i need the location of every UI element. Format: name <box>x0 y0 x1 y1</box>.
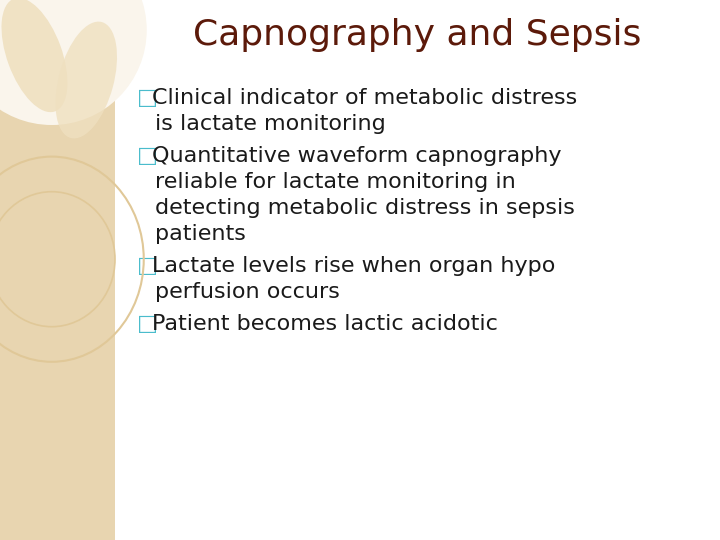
FancyBboxPatch shape <box>0 0 115 540</box>
Ellipse shape <box>1 0 68 112</box>
Text: perfusion occurs: perfusion occurs <box>155 282 340 302</box>
Text: Capnography and Sepsis: Capnography and Sepsis <box>193 18 642 52</box>
Text: □: □ <box>137 314 158 334</box>
Text: reliable for lactate monitoring in: reliable for lactate monitoring in <box>155 172 516 192</box>
Text: □: □ <box>137 146 158 166</box>
Circle shape <box>0 0 147 125</box>
Text: is lactate monitoring: is lactate monitoring <box>155 114 386 134</box>
Text: □: □ <box>137 256 158 276</box>
Text: Lactate levels rise when organ hypo: Lactate levels rise when organ hypo <box>152 256 555 276</box>
Text: Patient becomes lactic acidotic: Patient becomes lactic acidotic <box>152 314 498 334</box>
Text: detecting metabolic distress in sepsis: detecting metabolic distress in sepsis <box>155 198 575 218</box>
Text: Clinical indicator of metabolic distress: Clinical indicator of metabolic distress <box>152 88 577 108</box>
Text: patients: patients <box>155 224 246 244</box>
Text: □: □ <box>137 88 158 108</box>
Text: Quantitative waveform capnography: Quantitative waveform capnography <box>152 146 562 166</box>
Ellipse shape <box>55 22 117 138</box>
